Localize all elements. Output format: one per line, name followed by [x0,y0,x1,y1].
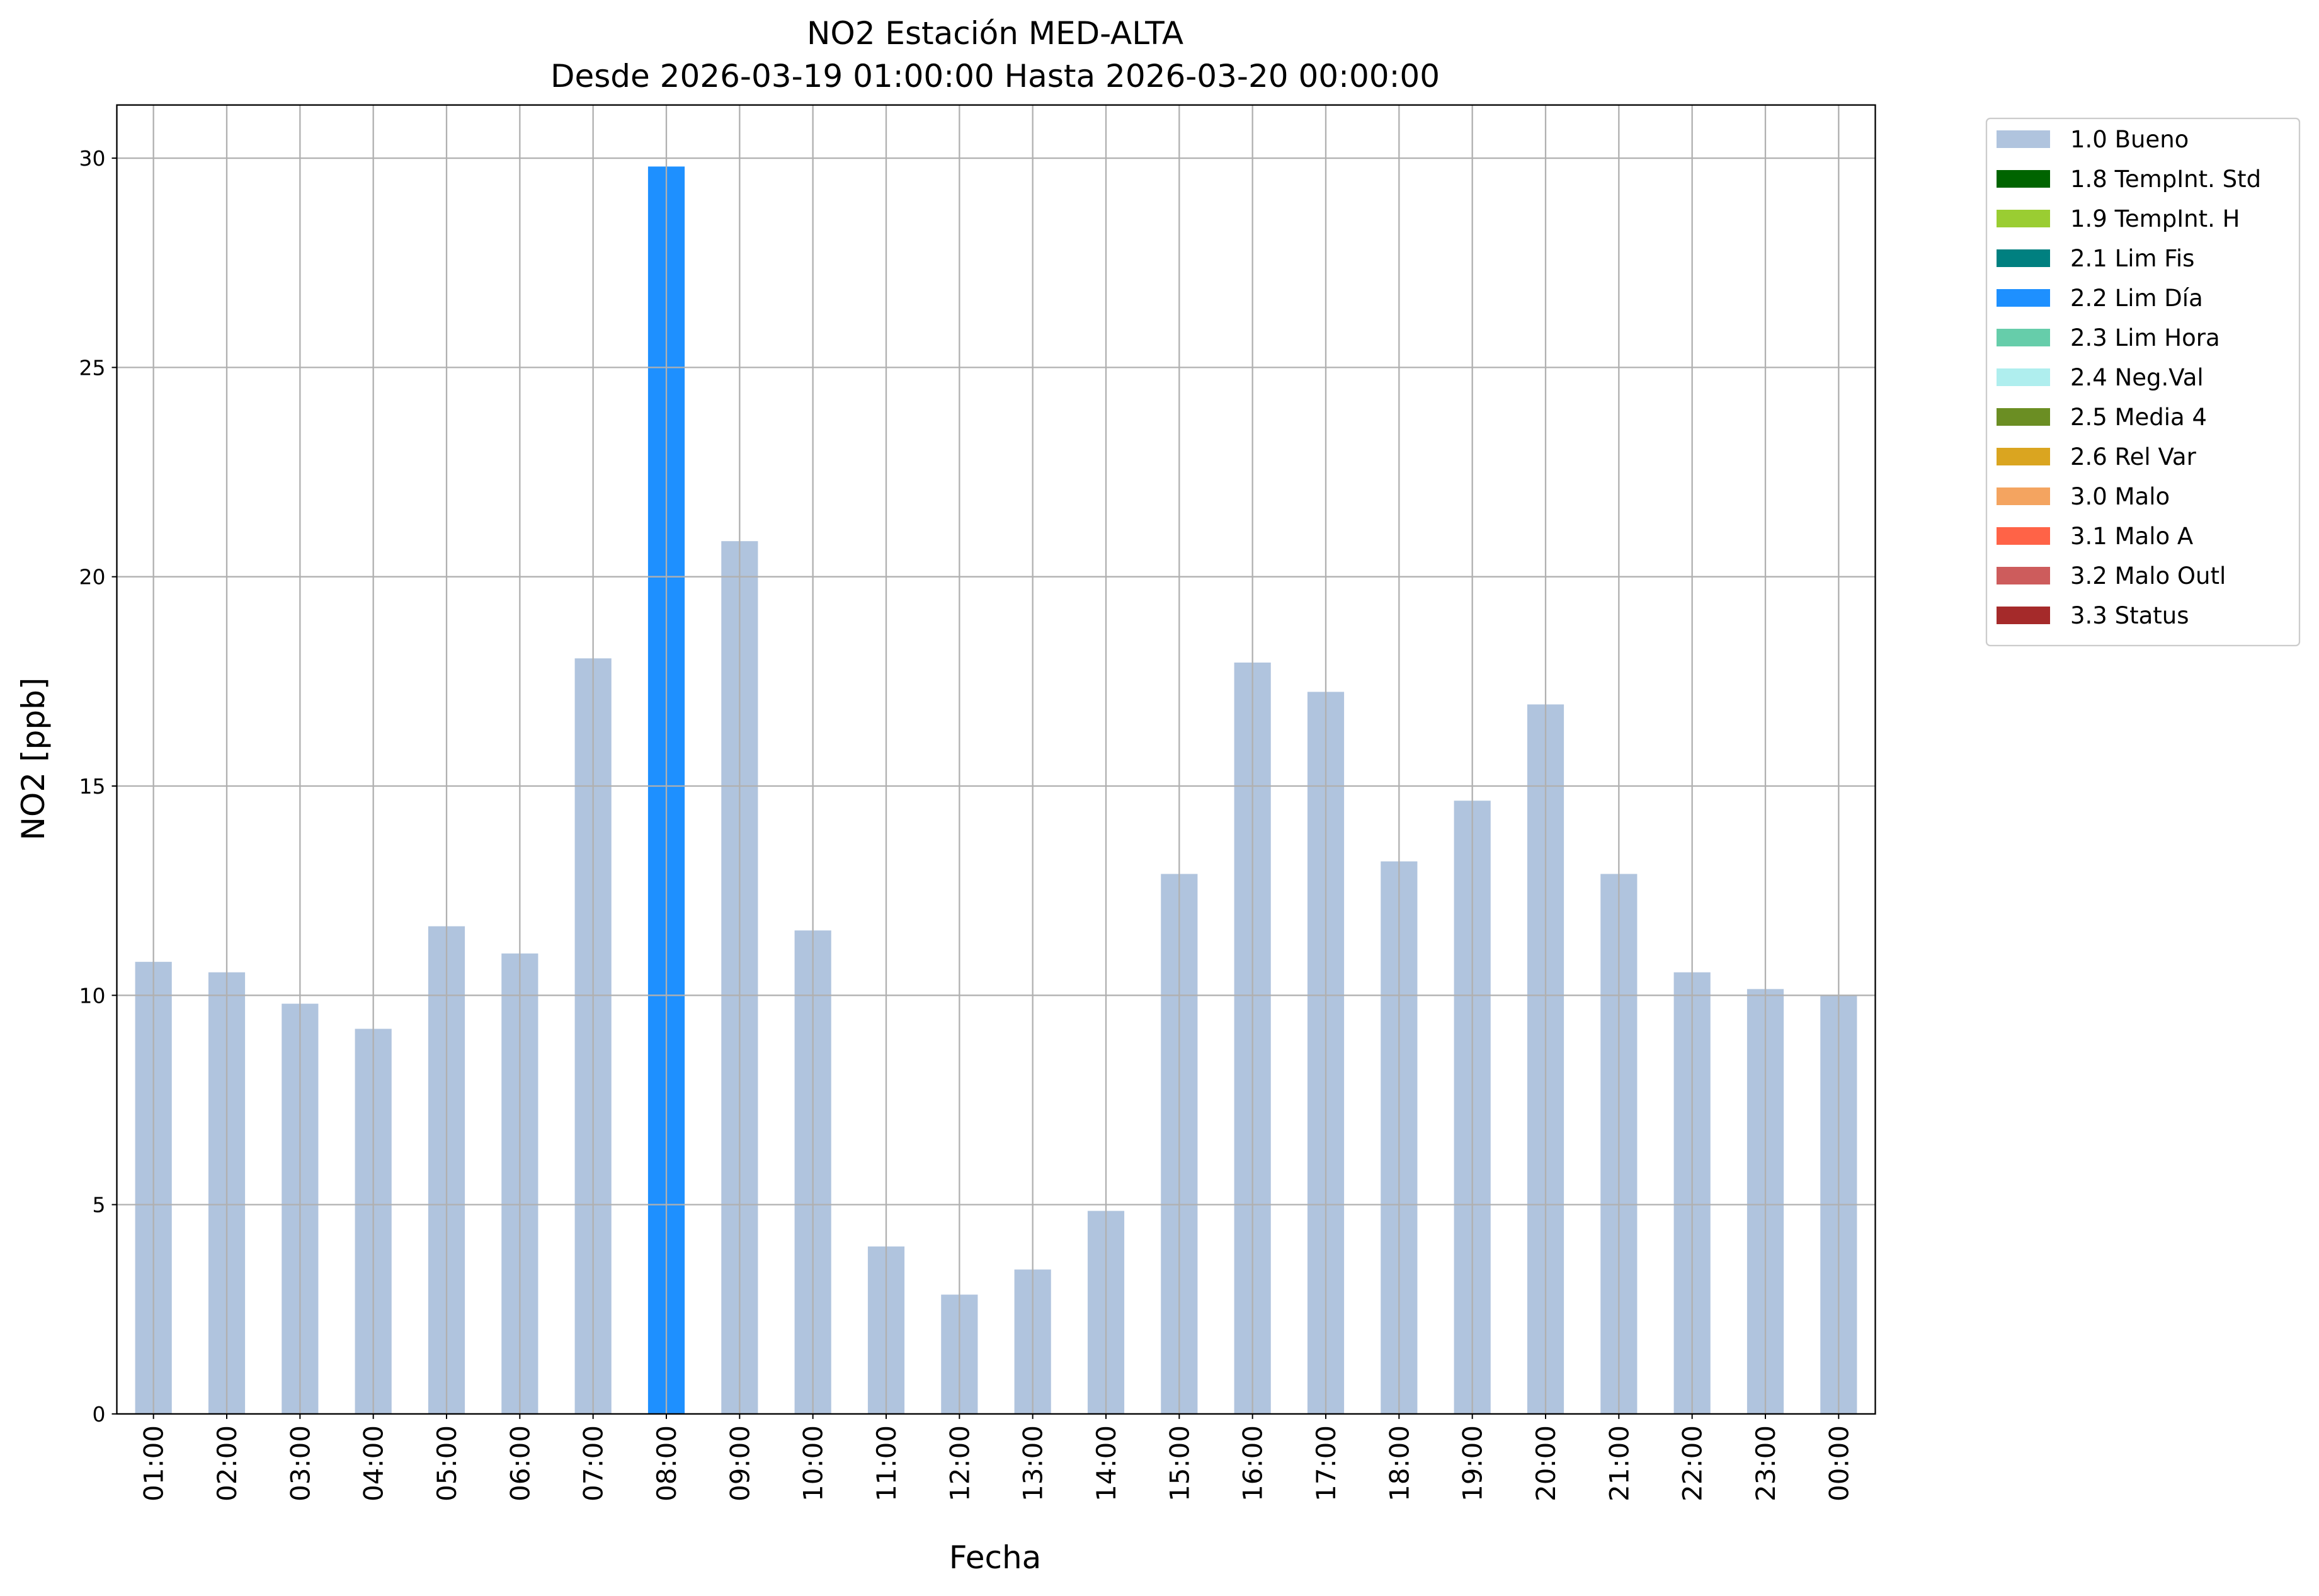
x-tick-label: 10:00 [798,1425,829,1502]
x-tick-label: 00:00 [1823,1425,1854,1502]
y-tick-label: 30 [79,146,106,171]
legend-swatch [1997,249,2050,267]
x-tick-label: 03:00 [285,1425,316,1502]
x-tick-label: 05:00 [431,1425,462,1502]
legend-swatch [1997,210,2050,227]
legend-label: 2.4 Neg.Val [2070,364,2204,391]
legend-swatch [1997,289,2050,307]
y-axis-label: NO2 [ppb] [15,678,52,841]
legend-swatch [1997,408,2050,426]
legend-label: 1.9 TempInt. H [2070,205,2240,232]
x-tick-label: 09:00 [724,1425,755,1502]
legend-label: 1.0 Bueno [2070,126,2189,153]
y-tick-label: 20 [79,565,106,590]
legend-label: 3.2 Malo Outl [2070,562,2226,590]
legend-swatch [1997,130,2050,148]
plot-frame [116,104,1876,1415]
x-tick-label: 07:00 [578,1425,609,1502]
x-tick-label: 19:00 [1457,1425,1488,1502]
x-tick-label: 13:00 [1018,1425,1049,1502]
legend-swatch [1997,567,2050,584]
legend-label: 3.0 Malo [2070,483,2170,510]
y-tick-label: 25 [79,355,106,380]
x-tick-label: 04:00 [358,1425,389,1502]
x-tick-label: 23:00 [1750,1425,1781,1502]
y-tick-label: 5 [93,1193,106,1217]
legend-label: 3.1 Malo A [2070,523,2193,550]
x-tick-label: 18:00 [1384,1425,1415,1502]
chart-subtitle: Desde 2026-03-19 01:00:00 Hasta 2026-03-… [550,58,1440,94]
legend-swatch [1997,170,2050,188]
legend-label: 2.1 Lim Fis [2070,245,2194,272]
x-axis-label: Fecha [949,1539,1042,1576]
x-tick-label: 16:00 [1238,1425,1268,1502]
x-tick-label: 15:00 [1164,1425,1195,1502]
x-tick-label: 14:00 [1091,1425,1122,1502]
x-tick-label: 22:00 [1677,1425,1708,1502]
x-tick-label: 12:00 [944,1425,975,1502]
legend-swatch [1997,368,2050,386]
x-tick-label: 08:00 [651,1425,682,1502]
x-tick-label: 01:00 [139,1425,169,1502]
legend-box [1985,117,2301,647]
legend-swatch [1997,527,2050,545]
legend-swatch [1997,487,2050,505]
legend-label: 2.3 Lim Hora [2070,324,2220,351]
x-tick-label: 21:00 [1604,1425,1634,1502]
y-tick-label: 15 [79,774,106,799]
x-tick-label: 20:00 [1530,1425,1561,1502]
legend-label: 3.3 Status [2070,602,2189,629]
legend-swatch [1997,448,2050,465]
x-tick-label: 02:00 [212,1425,242,1502]
legend-swatch [1997,607,2050,624]
x-tick-label: 17:00 [1311,1425,1342,1502]
legend-label: 2.5 Media 4 [2070,404,2207,431]
legend-label: 1.8 TempInt. Std [2070,166,2261,193]
legend-label: 2.6 Rel Var [2070,443,2197,470]
x-tick-label: 06:00 [504,1425,535,1502]
chart-title: NO2 Estación MED-ALTA [807,15,1183,52]
y-tick-label: 10 [79,983,106,1008]
y-tick-label: 0 [93,1402,106,1427]
x-tick-label: 11:00 [871,1425,902,1502]
legend-swatch [1997,329,2050,346]
legend-label: 2.2 Lim Día [2070,285,2203,312]
